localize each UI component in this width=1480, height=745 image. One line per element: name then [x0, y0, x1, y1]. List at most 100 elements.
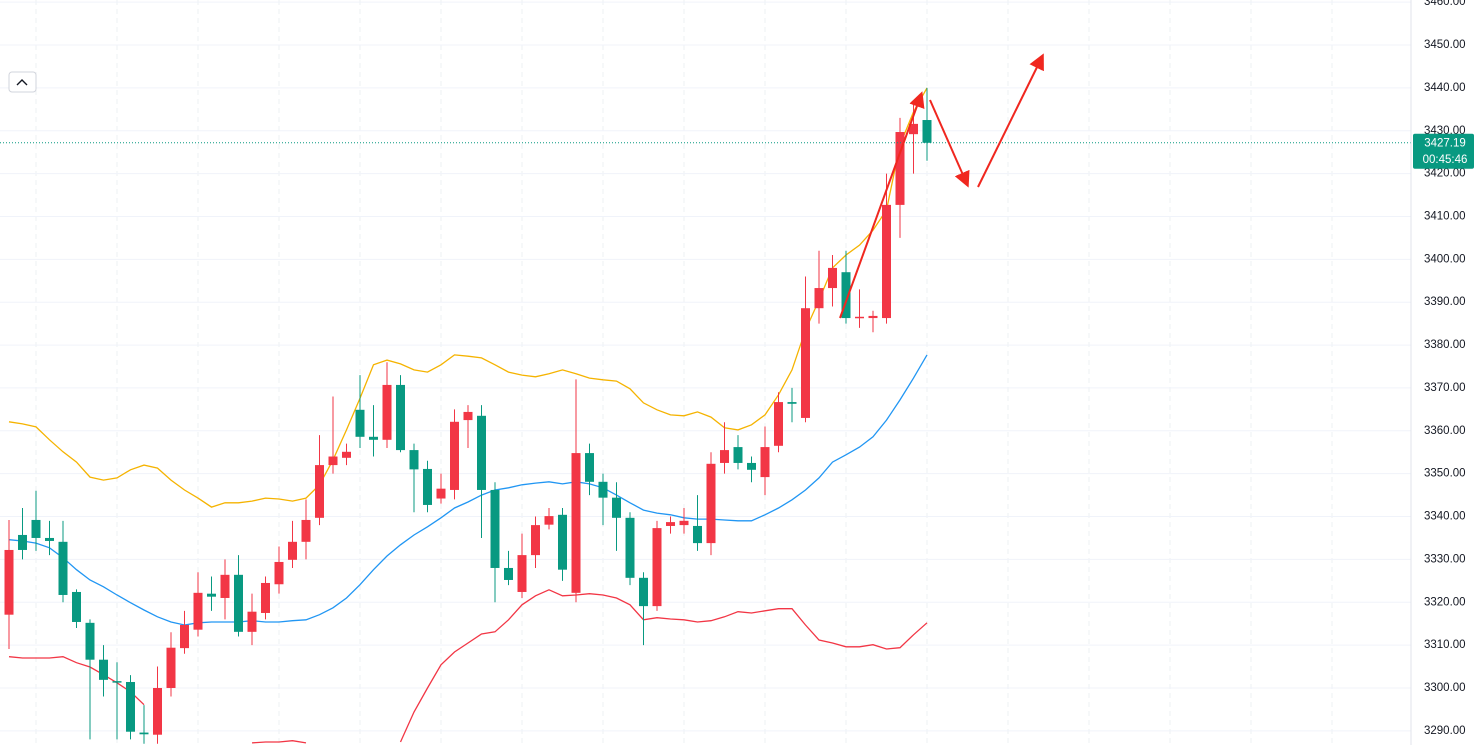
candle-body: [895, 132, 905, 205]
candle-body: [288, 541, 297, 560]
candle-body: [720, 450, 729, 463]
candle-body: [342, 451, 351, 458]
candle-body: [234, 574, 243, 632]
candle-body: [841, 272, 851, 319]
y-tick-label: 3400.00: [1424, 253, 1466, 265]
y-tick-label: 3440.00: [1424, 82, 1466, 94]
candle-body: [679, 520, 689, 526]
arrow: [839, 91, 925, 319]
candle-body: [58, 541, 68, 595]
candle-body: [436, 488, 446, 499]
arrow: [929, 99, 970, 188]
candle-body: [652, 528, 662, 607]
candle-body: [31, 519, 41, 538]
y-tick-label: 3360.00: [1424, 425, 1466, 437]
grid-layer: [0, 0, 1411, 745]
candle-body: [45, 537, 54, 541]
band-line: [8, 589, 928, 744]
candle-body: [274, 561, 284, 585]
drawings: [839, 53, 1044, 319]
y-tick-label: 3420.00: [1424, 168, 1466, 180]
candle-body: [450, 421, 459, 490]
y-tick-label: 3290.00: [1424, 725, 1466, 737]
candle-body: [207, 593, 216, 597]
candle-body: [315, 465, 324, 518]
y-tick-label: 3430.00: [1424, 125, 1466, 137]
candle-body: [801, 308, 810, 418]
candle-body: [625, 517, 635, 578]
y-tick-label: 3340.00: [1424, 511, 1466, 523]
candle-body: [666, 522, 675, 526]
candle-body: [882, 204, 891, 319]
collapse-button[interactable]: [8, 71, 37, 93]
candle-body: [409, 450, 419, 470]
candle-body: [922, 120, 932, 143]
candle-body: [382, 384, 392, 440]
y-tick-label: 3330.00: [1424, 553, 1466, 565]
y-tick-label: 3320.00: [1424, 596, 1466, 608]
candle-body: [18, 534, 27, 550]
candle-body: [112, 681, 122, 683]
candle-body: [828, 267, 837, 289]
candle-body: [909, 123, 918, 135]
candle-body: [733, 447, 743, 463]
candle-body: [166, 647, 176, 688]
candle-body: [517, 555, 527, 592]
candle-body: [247, 611, 257, 632]
candle-body: [220, 574, 230, 598]
candle-body: [355, 409, 365, 437]
chevron-icon: [16, 79, 28, 86]
candle-body: [126, 681, 135, 732]
candle-body: [369, 436, 378, 440]
y-tick-label: 3390.00: [1424, 296, 1466, 308]
candle-body: [4, 549, 14, 615]
candle-body: [72, 591, 81, 622]
candle-body: [598, 481, 608, 498]
candle-body: [153, 687, 162, 735]
candle-body: [774, 402, 783, 446]
arrow: [977, 53, 1044, 188]
last-price-box: [1413, 133, 1474, 169]
y-tick-label: 3380.00: [1424, 339, 1466, 351]
candle-body: [787, 402, 797, 404]
candle-body: [463, 411, 473, 421]
candle-body: [544, 516, 554, 525]
candle-body: [180, 624, 189, 649]
candle-body: [490, 489, 500, 568]
candle-body: [639, 577, 648, 607]
candle-body: [747, 462, 756, 470]
y-tick-label: 3310.00: [1424, 639, 1466, 651]
candle-body: [814, 288, 824, 309]
candle-body: [504, 567, 513, 580]
last-price-label: 3427.19: [1424, 137, 1466, 149]
candle-body: [477, 415, 486, 490]
candle-body: [139, 732, 149, 735]
band-line: [8, 87, 928, 508]
y-tick-label: 3460.00: [1424, 0, 1466, 8]
candle-body: [396, 384, 405, 451]
candle-body: [868, 315, 878, 319]
candle-body: [571, 453, 581, 593]
candle-body: [706, 463, 716, 544]
countdown-label: 00:45:46: [1423, 154, 1468, 166]
candle-body: [558, 514, 567, 570]
candle-body: [855, 316, 864, 319]
y-tick-label: 3300.00: [1424, 682, 1466, 694]
candle-body: [193, 592, 203, 630]
candle-body: [585, 453, 594, 482]
button-frame[interactable]: [8, 71, 37, 93]
candle-body: [261, 582, 270, 613]
y-tick-label: 3370.00: [1424, 382, 1466, 394]
candle-body: [760, 447, 770, 478]
candle-body: [85, 622, 95, 660]
candle-body: [99, 659, 108, 680]
candle-body: [693, 525, 702, 544]
plot-layer: [0, 87, 1411, 744]
candle-body: [531, 525, 540, 556]
y-tick-label: 3350.00: [1424, 468, 1466, 480]
band-line: [8, 354, 928, 626]
candle-body: [423, 468, 432, 505]
candle-body: [328, 456, 338, 466]
